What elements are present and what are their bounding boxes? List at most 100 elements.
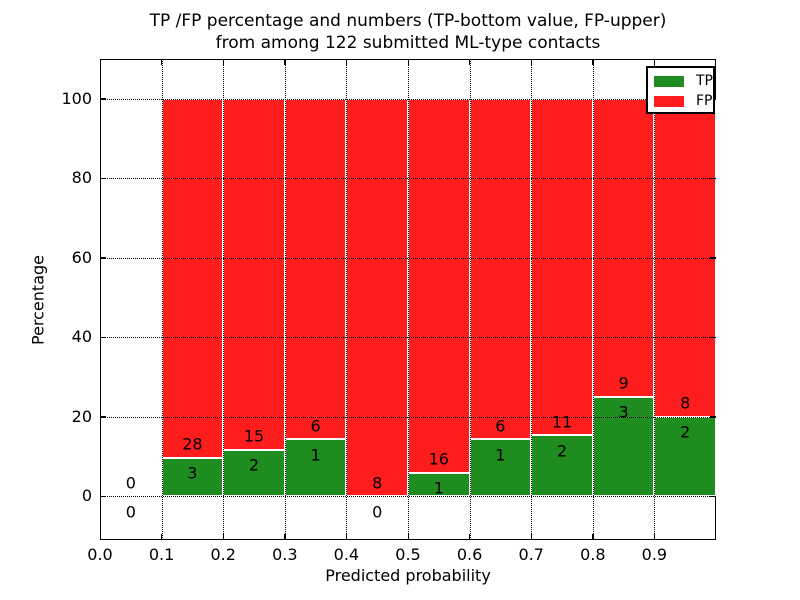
bar-segment-fp [284, 98, 347, 440]
legend-item: TP [648, 71, 713, 91]
legend-swatch-fp [654, 95, 684, 107]
x-tick [284, 534, 286, 540]
tp-count-label: 2 [556, 441, 568, 461]
tp-count-label: 2 [680, 422, 691, 442]
y-tick-label: 60 [71, 247, 92, 267]
chart-title-line-1: TP /FP percentage and numbers (TP-bottom… [149, 11, 667, 31]
bar-segment-fp [531, 98, 593, 436]
y-tick [100, 98, 106, 100]
tp-count-label: 0 [372, 502, 383, 522]
bar-segment-tp [592, 396, 655, 497]
legend-label: FP [696, 93, 713, 109]
bar-segment-tp [223, 449, 285, 497]
legend-label: TP [696, 73, 713, 89]
x-tick-label: 0.2 [210, 545, 236, 564]
tp-count-label: 3 [618, 402, 629, 422]
bar-segment-fp [346, 98, 408, 497]
x-tick-label: 0.0 [87, 545, 113, 564]
bar-segment-fp [161, 98, 224, 458]
x-tick-label: 0.6 [456, 545, 483, 564]
bar-segment-tp [284, 439, 347, 497]
x-tick-top [284, 59, 286, 65]
x-tick-label: 0.8 [580, 545, 606, 564]
bar-segment-tp [531, 435, 593, 497]
legend-item: FP [648, 91, 713, 111]
grid-line-vertical [469, 59, 471, 540]
x-tick-top [345, 59, 348, 65]
bar-segment-fp [408, 98, 470, 473]
tp-count-label: 1 [433, 478, 444, 498]
x-tick [653, 534, 656, 540]
x-tick [345, 534, 348, 540]
x-tick [99, 534, 101, 540]
y-tick [100, 257, 106, 259]
bar-segment-fp [592, 98, 655, 397]
grid-line-vertical [161, 59, 163, 540]
grid-line-vertical [408, 59, 409, 540]
x-tick-top [469, 59, 471, 65]
x-tick [592, 534, 594, 540]
y-tick-label: 20 [71, 406, 92, 426]
y-tick-right [710, 257, 716, 259]
fp-count-label: 8 [680, 393, 691, 413]
y-tick [100, 336, 106, 339]
grid-line-vertical [284, 59, 286, 540]
x-tick-top [530, 59, 532, 65]
legend-swatch-tp [654, 75, 684, 87]
y-tick-right [710, 495, 716, 498]
x-tick-top [222, 59, 224, 65]
bar-segment-tp [469, 439, 532, 497]
tp-count-label: 3 [187, 463, 198, 483]
tp-count-label: 1 [310, 445, 321, 465]
x-tick-top [407, 59, 409, 65]
fp-count-label: 0 [125, 473, 136, 493]
y-tick [100, 416, 106, 418]
fp-count-label: 9 [618, 373, 629, 393]
grid-line-vertical [654, 59, 656, 540]
y-tick-right [710, 416, 716, 418]
x-tick-top [161, 59, 163, 65]
x-tick-top [653, 59, 656, 65]
bar-segment-tp [161, 457, 224, 497]
bar-segment-fp [223, 98, 285, 450]
x-tick [222, 534, 224, 540]
grid-line-vertical [592, 59, 594, 540]
legend: TP FP [646, 66, 715, 114]
y-tick-label: 80 [71, 168, 92, 188]
x-tick-top [99, 59, 101, 65]
x-tick-label: 0.1 [148, 545, 175, 564]
x-tick-top [592, 59, 594, 65]
tp-count-label: 2 [248, 455, 260, 475]
fp-count-label: 28 [182, 434, 203, 454]
x-tick-label: 0.9 [641, 545, 668, 564]
y-tick-label: 40 [71, 327, 92, 347]
x-tick-label: 0.4 [333, 545, 360, 564]
tp-count-label: 0 [125, 502, 136, 522]
y-tick [100, 495, 106, 498]
fp-count-label: 11 [551, 412, 573, 432]
chart-title-line-2: from among 122 submitted ML-type contact… [215, 33, 601, 53]
tp-count-label: 1 [495, 445, 506, 465]
x-tick [161, 534, 163, 540]
fp-count-label: 6 [495, 416, 506, 436]
x-axis-label: Predicted probability [325, 566, 491, 585]
fp-count-label: 8 [372, 473, 383, 493]
bar-segment-tp [654, 416, 716, 497]
fp-count-label: 16 [428, 449, 449, 469]
grid-line-vertical [346, 59, 348, 540]
bar-segment-fp [469, 98, 532, 440]
y-tick-label: 100 [61, 88, 92, 108]
y-tick [100, 177, 106, 180]
grid-line-vertical [531, 59, 533, 540]
y-tick-right [710, 336, 716, 339]
x-tick-label: 0.5 [395, 545, 421, 564]
chart-title: TP /FP percentage and numbers (TP-bottom… [100, 10, 716, 54]
y-tick-right [710, 177, 716, 180]
y-tick-label: 0 [81, 486, 92, 506]
x-tick [407, 534, 409, 540]
x-tick-label: 0.7 [518, 545, 544, 564]
fp-count-label: 15 [243, 426, 265, 446]
x-tick [469, 534, 471, 540]
grid-line-vertical [223, 59, 225, 540]
